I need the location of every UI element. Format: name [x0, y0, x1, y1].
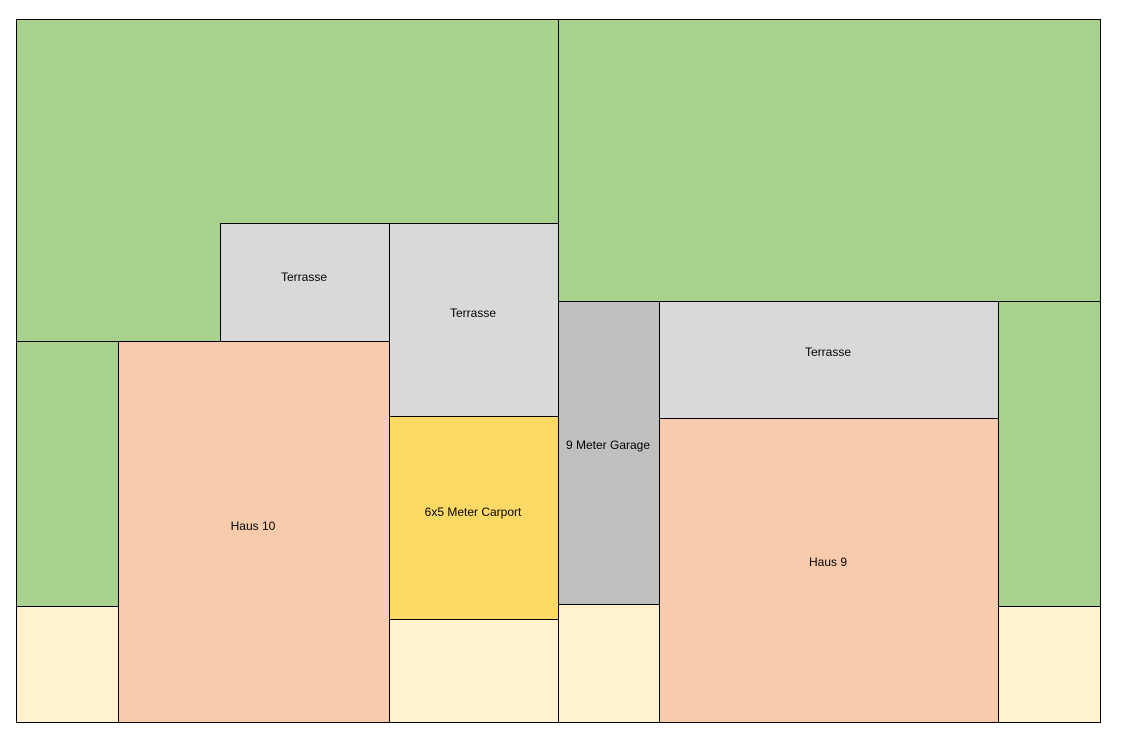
area-label: Haus 9	[809, 555, 847, 569]
area-label: 6x5 Meter Carport	[425, 505, 522, 519]
area-label: Terrasse	[805, 345, 851, 359]
garden	[558, 19, 1101, 302]
garden	[998, 301, 1101, 607]
yard	[558, 604, 660, 723]
yard	[389, 619, 559, 723]
terrace	[220, 223, 390, 342]
house	[118, 341, 390, 723]
garden	[16, 341, 119, 607]
area-label: Terrasse	[281, 270, 327, 284]
area-label: Haus 10	[231, 519, 276, 533]
terrace	[389, 223, 559, 417]
area-label: Terrasse	[450, 306, 496, 320]
yard	[998, 606, 1101, 723]
yard	[16, 606, 119, 723]
area-label: 9 Meter Garage	[566, 438, 650, 452]
terrace	[659, 301, 999, 419]
house	[659, 418, 999, 723]
garage	[558, 301, 660, 605]
carport	[389, 416, 559, 620]
